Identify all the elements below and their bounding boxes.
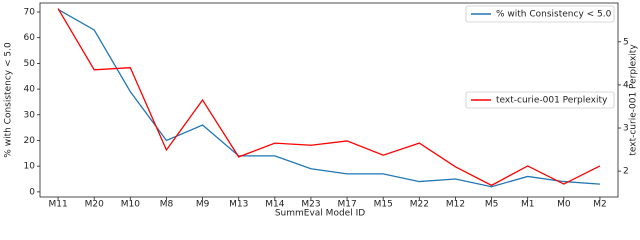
y2-tick-label: 4 (623, 80, 629, 90)
y-axis-title: % with Consistency < 5.0 (4, 42, 14, 158)
x-tick-label: M13 (229, 200, 248, 210)
y-tick-label: 40 (24, 85, 36, 95)
x-tick-label: M12 (446, 200, 465, 210)
x-axis-title: SummEval Model ID (275, 209, 365, 219)
chart: SummEval Model ID % with Consistency < 5… (4, 2, 639, 219)
x-tick-label: M15 (374, 200, 393, 210)
x-tick-label: M10 (121, 200, 140, 210)
x-tick-label: M2 (593, 200, 607, 210)
y2-tick-label: 3 (623, 124, 629, 134)
y-tick-label: 10 (24, 162, 36, 172)
y-tick-label: 50 (24, 59, 36, 69)
x-tick-label: M0 (557, 200, 571, 210)
y-tick-label: 20 (24, 136, 36, 146)
y2-axis-title: text-curie-001 Perplexity (629, 44, 639, 156)
y-tick-label: 70 (24, 7, 36, 17)
x-tick-label: M14 (265, 200, 284, 210)
legend-box (465, 91, 615, 109)
x-tick-label: M8 (160, 200, 174, 210)
x-tick-label: M17 (337, 200, 356, 210)
legend-label: % with Consistency < 5.0 (496, 10, 612, 20)
x-tick-label: M1 (521, 200, 535, 210)
plot-frame (39, 2, 619, 198)
y2-tick-label: 2 (623, 167, 629, 177)
x-tick-label: M5 (485, 200, 499, 210)
y2-tick-label: 5 (623, 37, 629, 47)
x-tick-label: M9 (196, 200, 210, 210)
series-line (57, 8, 601, 187)
legend-box (465, 5, 615, 23)
y-tick-label: 30 (24, 110, 36, 120)
series-line (57, 8, 600, 188)
y-tick-label: 0 (29, 187, 35, 197)
legend-label: text-curie-001 Perplexity (496, 96, 608, 106)
x-tick-label: M23 (301, 200, 320, 210)
x-tick-label: M20 (85, 200, 104, 210)
x-tick-label: M22 (410, 200, 429, 210)
y-tick-label: 60 (24, 33, 36, 43)
x-tick-label: M11 (48, 200, 67, 210)
